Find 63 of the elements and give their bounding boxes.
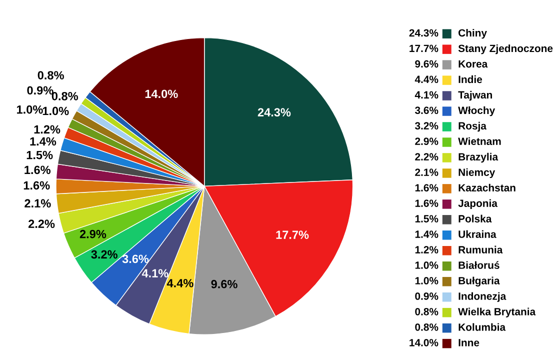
legend-label: Włochy — [458, 106, 496, 116]
data-label: 2.1% — [24, 199, 51, 208]
text: 0.8% — [415, 323, 438, 331]
data-label: 17.7% — [276, 230, 309, 239]
data-label: 1.2% — [34, 125, 60, 134]
text: 3.2% — [414, 122, 438, 130]
text: 1.4% — [415, 230, 438, 238]
data-label: 1.0% — [42, 106, 69, 116]
legend-label: Kolumbia — [458, 323, 506, 331]
data-label: 4.4% — [166, 278, 194, 288]
legend-label: Stany Zjednoczone — [458, 44, 553, 54]
data-label: 1.5% — [26, 150, 53, 160]
legend-label: Wietnam — [458, 137, 501, 146]
data-label: 3.2% — [91, 250, 118, 259]
legend-label: Inne — [458, 339, 480, 346]
data-label: 1.6% — [24, 181, 50, 190]
text: 1.6% — [415, 200, 438, 207]
legend-label: Brazylia — [458, 152, 498, 163]
text: 17.7% — [410, 44, 438, 52]
text: 1.2% — [415, 246, 438, 254]
legend-label: Ukraina — [458, 230, 496, 238]
legend-label: Kazachstan — [458, 184, 516, 192]
text: 0.8% — [415, 308, 438, 316]
legend-label: Indie — [458, 75, 482, 84]
text: 9.6% — [415, 60, 438, 68]
text: 1.5% — [415, 215, 438, 222]
data-label: 2.2% — [28, 220, 55, 228]
legend-label: Rosja — [458, 122, 487, 132]
data-label: 1.0% — [17, 105, 43, 114]
text: 2.2% — [415, 153, 438, 160]
legend-label: Indonezja — [458, 292, 506, 302]
text: 4.1% — [414, 91, 438, 99]
data-label: 2.9% — [80, 230, 106, 238]
text: 1.0% — [415, 262, 438, 269]
text: 14.0% — [410, 338, 438, 346]
text: 24.3% — [409, 29, 438, 37]
legend-label: Niemcy — [458, 168, 496, 178]
legend-label: Polska — [458, 214, 492, 222]
text: 1.6% — [415, 184, 438, 192]
legend-label: Białoruś — [458, 261, 500, 269]
data-label: 3.6% — [122, 254, 149, 264]
text: 0.9% — [415, 292, 438, 300]
legend-label: Japonia — [458, 199, 498, 210]
data-label: 4.1% — [142, 269, 168, 278]
data-label: 0.8% — [52, 92, 78, 100]
data-label: 0.8% — [38, 71, 64, 80]
data-label: 14.0% — [145, 90, 178, 98]
legend-label: Chiny — [458, 28, 487, 39]
text: 4.4% — [414, 76, 438, 84]
legend-label: Bułgaria — [458, 276, 500, 286]
text: 3.6% — [414, 106, 438, 114]
text: 1.0% — [415, 277, 438, 284]
legend-label: Rumunia — [458, 246, 503, 254]
text: 2.1% — [415, 168, 438, 176]
legend-label: Korea — [458, 60, 488, 68]
legend-label: Wielka Brytania — [458, 308, 536, 318]
data-label: 9.6% — [211, 280, 238, 288]
data-label: 1.6% — [24, 166, 51, 174]
legend-label: Tajwan — [458, 90, 492, 101]
text: 2.9% — [415, 138, 438, 146]
data-label: 1.4% — [30, 137, 56, 146]
data-label: 0.9% — [27, 86, 54, 95]
data-label: 24.3% — [258, 108, 291, 117]
